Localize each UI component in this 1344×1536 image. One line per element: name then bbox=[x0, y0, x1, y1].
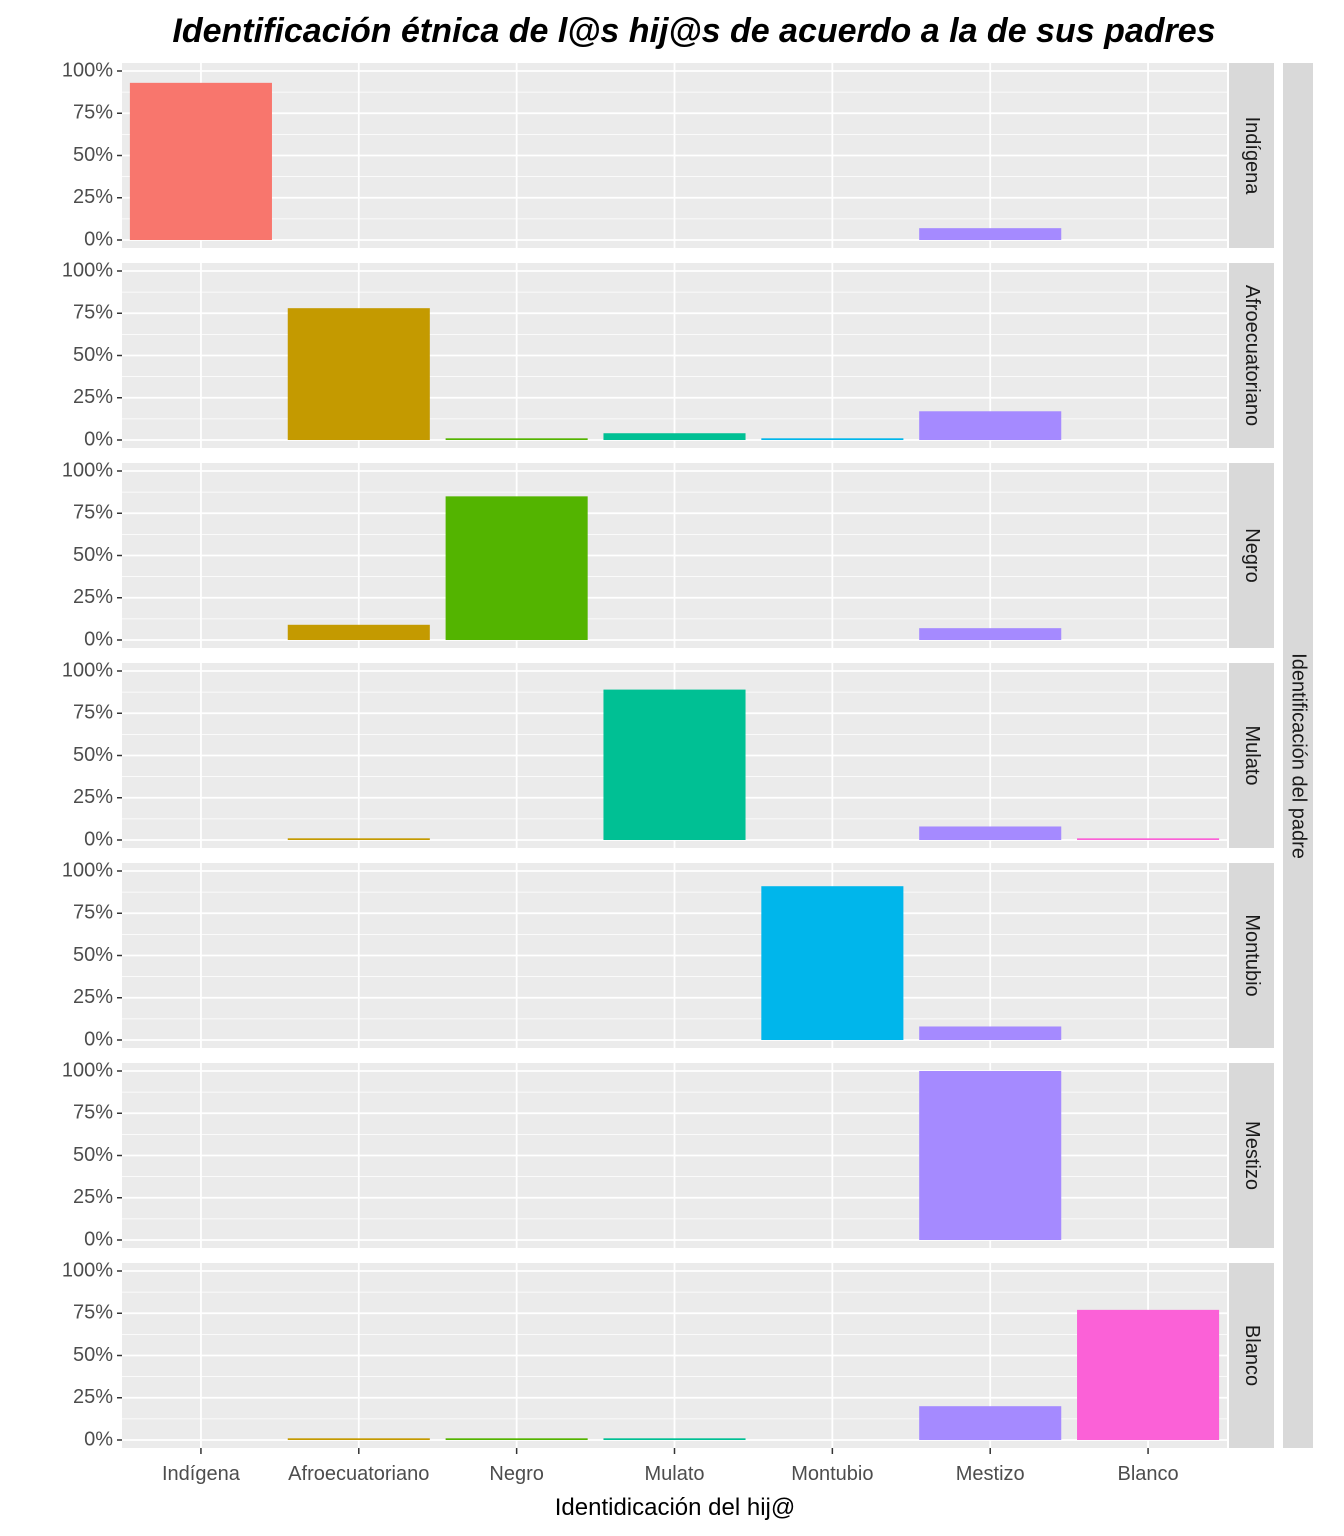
y-tick-label: 75% bbox=[73, 1302, 113, 1324]
facet-strip bbox=[1229, 463, 1274, 648]
bar-afroecuatoriano bbox=[287, 624, 430, 640]
y-tick-label: 25% bbox=[73, 186, 113, 208]
bar-afroecuatoriano bbox=[287, 838, 430, 840]
y-tick-label: 50% bbox=[73, 944, 113, 966]
y-tick-label: 50% bbox=[73, 1144, 113, 1166]
facet-strip-label: Blanco bbox=[1241, 1325, 1263, 1386]
y-tick-label: 50% bbox=[73, 1344, 113, 1366]
y-tick-label: 0% bbox=[84, 828, 113, 850]
y-tick-label: 50% bbox=[73, 744, 113, 766]
facet-panels: 0% 25% 50% 75% 100% Indígena 0% 25% 50% 75% 100% Af… bbox=[62, 59, 1274, 1450]
facet-strip bbox=[1229, 63, 1274, 248]
y-tick-label: 75% bbox=[73, 302, 113, 324]
bar-afroecuatoriano bbox=[287, 308, 430, 440]
bar-negro bbox=[445, 438, 588, 440]
facet-strip bbox=[1229, 863, 1274, 1048]
bar-mestizo bbox=[919, 628, 1062, 640]
y-tick-label: 0% bbox=[84, 628, 113, 650]
facet-panel-1: 0% 25% 50% 75% 100% Indígena bbox=[62, 59, 1274, 250]
facet-strip-outer bbox=[1283, 63, 1313, 1448]
y-tick-label: 100% bbox=[62, 1259, 113, 1281]
bar-montubio bbox=[761, 438, 904, 440]
y-tick-label: 25% bbox=[73, 986, 113, 1008]
y-tick-label: 75% bbox=[73, 502, 113, 524]
facet-title: Identificación del padre bbox=[1288, 653, 1310, 859]
facet-panel-5: 0% 25% 50% 75% 100% Montubio bbox=[62, 859, 1274, 1050]
y-tick-label: 0% bbox=[84, 1428, 113, 1450]
x-tick-label: Afroecuatoriano bbox=[288, 1463, 429, 1485]
bar-mestizo bbox=[919, 1406, 1062, 1440]
facet-panel-3: 0% 25% 50% 75% 100% Negro bbox=[62, 459, 1274, 650]
bar-blanco bbox=[1077, 1309, 1220, 1440]
y-tick-label: 50% bbox=[73, 144, 113, 166]
x-axis-title: Identidicación del hij@ bbox=[555, 1494, 796, 1521]
y-tick-label: 100% bbox=[62, 859, 113, 881]
y-tick-label: 50% bbox=[73, 544, 113, 566]
x-tick-label: Negro bbox=[489, 1463, 543, 1485]
y-tick-label: 75% bbox=[73, 902, 113, 924]
facet-strip-label: Indígena bbox=[1241, 117, 1263, 196]
facet-strip bbox=[1229, 1263, 1274, 1448]
bar-mestizo bbox=[919, 1026, 1062, 1040]
bar-afroecuatoriano bbox=[287, 1438, 430, 1440]
facet-strip-label: Negro bbox=[1241, 528, 1263, 582]
bar-blanco bbox=[1077, 838, 1220, 840]
y-tick-label: 25% bbox=[73, 1386, 113, 1408]
bar-mestizo bbox=[919, 411, 1062, 440]
x-tick-label: Mestizo bbox=[956, 1463, 1025, 1485]
facet-strip bbox=[1229, 1063, 1274, 1248]
bar-mulato bbox=[603, 689, 746, 840]
y-tick-label: 0% bbox=[84, 228, 113, 250]
facet-panel-6: 0% 25% 50% 75% 100% Mestizo bbox=[62, 1059, 1274, 1250]
chart-title: Identificación étnica de l@s hij@s de ac… bbox=[172, 12, 1215, 50]
y-tick-label: 75% bbox=[73, 102, 113, 124]
y-tick-label: 0% bbox=[84, 1228, 113, 1250]
y-tick-label: 25% bbox=[73, 586, 113, 608]
x-tick-label: Mulato bbox=[644, 1463, 704, 1485]
facet-strip-label: Mestizo bbox=[1241, 1121, 1263, 1190]
bar-negro bbox=[445, 1438, 588, 1440]
facet-strip-label: Montubio bbox=[1241, 914, 1263, 996]
y-tick-label: 100% bbox=[62, 459, 113, 481]
bar-mestizo bbox=[919, 228, 1062, 240]
x-tick-label: Montubio bbox=[791, 1463, 873, 1485]
y-tick-label: 100% bbox=[62, 659, 113, 681]
bar-mestizo bbox=[919, 1071, 1062, 1240]
bar-negro bbox=[445, 496, 588, 640]
x-tick-label: Blanco bbox=[1117, 1463, 1178, 1485]
facet-strip-label: Mulato bbox=[1241, 725, 1263, 785]
y-tick-label: 75% bbox=[73, 1102, 113, 1124]
y-tick-label: 25% bbox=[73, 1186, 113, 1208]
bar-mestizo bbox=[919, 826, 1062, 840]
bar-mulato bbox=[603, 433, 746, 440]
facet-panel-4: 0% 25% 50% 75% 100% Mulato bbox=[62, 659, 1274, 850]
y-tick-label: 100% bbox=[62, 259, 113, 281]
bar-montubio bbox=[761, 886, 904, 1040]
facet-strip bbox=[1229, 663, 1274, 848]
facet-strip-label: Afroecuatoriano bbox=[1241, 285, 1263, 426]
y-tick-label: 100% bbox=[62, 59, 113, 81]
x-axis: Indígena Afroecuatoriano Negro Mulato Montub… bbox=[162, 1448, 1179, 1485]
facet-panel-7: 0% 25% 50% 75% 100% Blanco bbox=[62, 1259, 1274, 1450]
y-tick-label: 25% bbox=[73, 386, 113, 408]
y-tick-label: 75% bbox=[73, 702, 113, 724]
x-tick-label: Indígena bbox=[162, 1463, 241, 1485]
y-tick-label: 0% bbox=[84, 1028, 113, 1050]
facet-panel-2: 0% 25% 50% 75% 100% Afroecuatoriano bbox=[62, 259, 1274, 450]
y-tick-label: 50% bbox=[73, 344, 113, 366]
bar-mulato bbox=[603, 1438, 746, 1440]
bar-indígena bbox=[129, 82, 272, 240]
facet-strip bbox=[1229, 263, 1274, 448]
y-tick-label: 0% bbox=[84, 428, 113, 450]
y-tick-label: 100% bbox=[62, 1059, 113, 1081]
y-tick-label: 25% bbox=[73, 786, 113, 808]
